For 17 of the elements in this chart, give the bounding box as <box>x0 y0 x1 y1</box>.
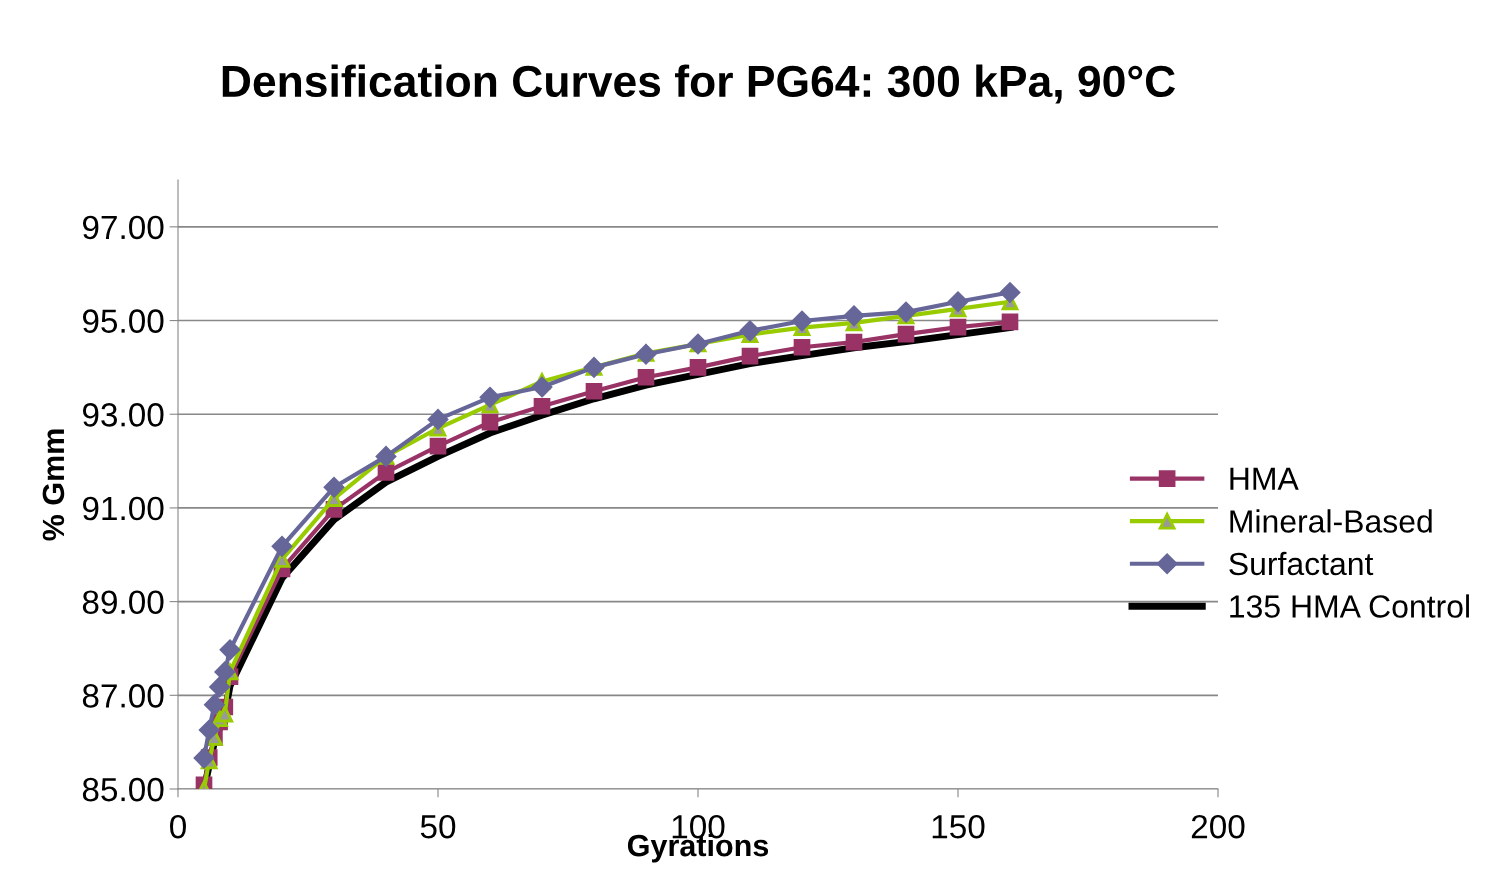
x-tick-label: 0 <box>170 814 186 839</box>
legend-label: 135 HMA Control <box>1230 594 1469 618</box>
x-tick-label: 50 <box>420 814 456 839</box>
y-tick-label: 85.00 <box>82 777 164 802</box>
legend-label: Surfactant <box>1229 551 1374 576</box>
y-tick-label: 87.00 <box>82 684 164 708</box>
y-tick-label: 93.00 <box>82 403 164 427</box>
y-axis-title: % Gmm <box>42 429 65 541</box>
x-tick-label: 200 <box>1191 814 1245 839</box>
y-tick-label: 91.00 <box>82 496 164 521</box>
x-tick-label: 150 <box>932 814 985 839</box>
y-tick-label: 89.00 <box>82 590 164 615</box>
y-tick-label: 95.00 <box>82 309 164 333</box>
chart-title: Densification Curves for PG64: 300 kPa, 90°C <box>222 64 1176 104</box>
y-tick-label: 97.00 <box>82 215 164 240</box>
legend-label: HMA <box>1230 467 1299 490</box>
legend-label: Mineral-Based <box>1230 509 1432 533</box>
